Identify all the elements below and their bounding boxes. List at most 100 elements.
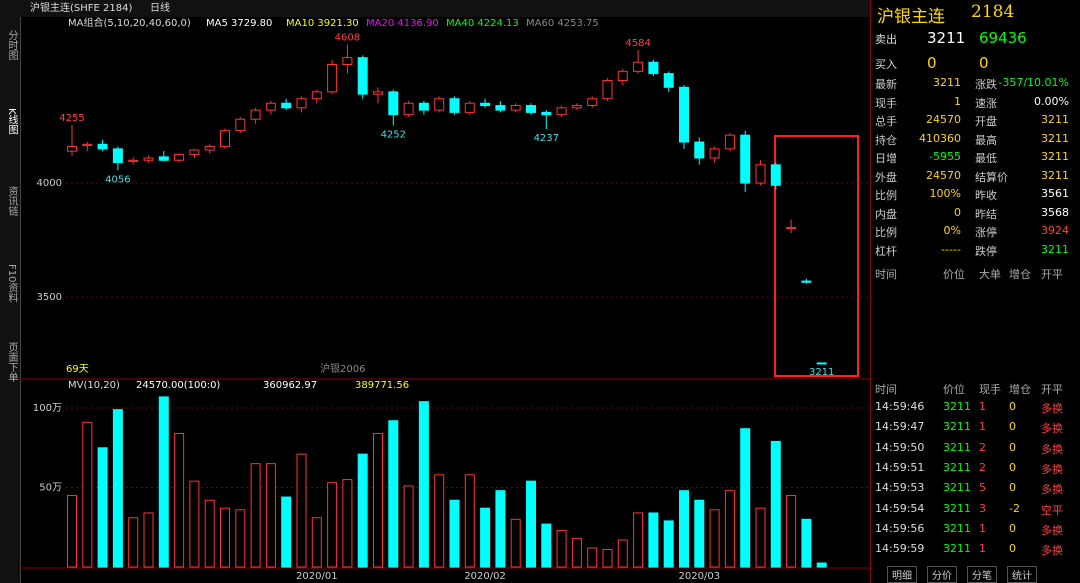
stat-value: 3211 <box>933 76 961 89</box>
trade-cell: 多换 <box>1041 483 1063 497</box>
trade-cell: 1 <box>979 420 986 434</box>
trade-cell: 14:59:47 <box>875 420 925 434</box>
volume-bar <box>495 490 506 568</box>
stat-value: 0% <box>943 224 961 237</box>
column-header: 开平 <box>1041 268 1063 281</box>
volume-bar <box>67 494 77 568</box>
candle-body <box>342 57 353 66</box>
volume-bar <box>770 440 781 568</box>
candle-body <box>648 61 659 75</box>
volume-bar <box>740 428 751 568</box>
candle-body <box>327 64 338 93</box>
stat-label: 涨停 <box>975 226 997 239</box>
volume-bar <box>617 539 628 568</box>
trade-cell: 5 <box>979 481 986 495</box>
trade-cell: 2 <box>979 440 986 454</box>
volume-bar <box>357 453 368 568</box>
trade-cell: 0 <box>1009 400 1016 413</box>
volume-bar <box>571 537 582 568</box>
volume-bar <box>220 507 230 568</box>
low-label: 4237 <box>534 133 559 144</box>
volume-bar <box>464 474 475 568</box>
stat-label: 内盘 <box>875 207 897 221</box>
stat-value: 3211 <box>1041 131 1069 145</box>
trade-cell: 14:59:56 <box>875 521 925 535</box>
trade-cell: 空平 <box>1041 503 1063 517</box>
volume-bar <box>694 499 705 568</box>
candle-body <box>220 130 230 148</box>
side-tab: 页面下单 <box>6 342 17 382</box>
candle-body <box>418 102 429 111</box>
candle-body <box>510 105 521 111</box>
trade-cell: 0 <box>1009 440 1016 454</box>
candle-body <box>694 141 705 159</box>
volume-bar <box>143 512 154 568</box>
volume-bar <box>281 496 292 568</box>
stat-label: 现手 <box>875 96 897 110</box>
candle-body <box>189 149 200 156</box>
volume-bar <box>174 432 185 568</box>
volume-bar <box>679 490 689 568</box>
side-panel: 沪银主连 2184 卖出 3211 69436 买入 0 0 最新 3211 涨跌 -357/10.0… <box>870 0 1080 583</box>
trade-cell: 1 <box>979 400 986 413</box>
stat-label: 比例 <box>875 189 897 202</box>
high-label: 4255 <box>59 113 84 124</box>
trade-cell: 14:59:54 <box>875 501 925 515</box>
candle-body <box>158 156 169 161</box>
candle-body <box>556 107 567 116</box>
stat-value: 410360 <box>919 131 961 145</box>
title: 沪银主连(SHFE 2184) <box>30 1 132 14</box>
trade-cell: -2 <box>1009 501 1020 515</box>
candle-body <box>663 73 674 88</box>
volume-bar <box>510 518 521 568</box>
volume-bar <box>311 517 322 568</box>
trade-cell: 多换 <box>1041 442 1063 456</box>
candle-body <box>403 102 414 116</box>
column-header: 现手 <box>979 383 1001 396</box>
candle-body <box>679 86 689 143</box>
volume-bar <box>602 549 613 568</box>
high-label: 4584 <box>625 38 650 49</box>
stat-label: 结算价 <box>975 170 1008 184</box>
sell-volume: 69436 <box>979 29 1027 47</box>
candle-body <box>174 154 185 161</box>
top-bar <box>20 0 870 17</box>
volume-bar <box>587 547 598 568</box>
buy-label: 买入 <box>875 58 897 71</box>
candle-body <box>786 227 797 230</box>
candle-body <box>801 280 812 283</box>
side-tab: 资讯链 <box>6 186 17 216</box>
stat-label: 昨收 <box>975 189 997 202</box>
stat-label: 跌停 <box>975 244 997 258</box>
stat-value: 1 <box>954 94 961 108</box>
legend-item: 389771.56 <box>355 380 409 391</box>
trade-cell: 3211 <box>943 481 971 495</box>
sell-label: 卖出 <box>875 33 897 46</box>
stat-value: ----- <box>941 242 961 256</box>
trade-cell: 0 <box>1009 542 1016 556</box>
candle-body <box>571 105 582 109</box>
stat-value: 3211 <box>1041 113 1069 126</box>
candle-body <box>67 146 77 152</box>
trade-cell: 3211 <box>943 460 971 474</box>
stat-label: 总手 <box>875 115 897 128</box>
trade-cell: 3211 <box>943 440 971 454</box>
volume-bar <box>97 447 108 568</box>
stat-value: 3211 <box>1041 150 1069 163</box>
legend-item: MA60 4253.75 <box>526 18 599 29</box>
stat-label: 最低 <box>975 152 997 165</box>
candle-body <box>816 362 827 365</box>
side-tab: F10资料 <box>6 264 17 303</box>
candle-body <box>281 102 292 109</box>
volume-bar <box>633 512 644 568</box>
candle-body <box>617 70 628 81</box>
volume-title: MV(10,20) <box>68 380 120 391</box>
legend-item: MA20 4136.90 <box>366 18 439 29</box>
y-tick-label: 50万 <box>39 483 62 494</box>
stat-label: 比例 <box>875 226 897 239</box>
candle-body <box>724 134 735 150</box>
trade-cell: 14:59:50 <box>875 440 925 454</box>
column-header: 大单 <box>979 268 1001 281</box>
left-tabs: 分时图 K线图 资讯链 F10资料 页面下单 <box>0 0 21 583</box>
